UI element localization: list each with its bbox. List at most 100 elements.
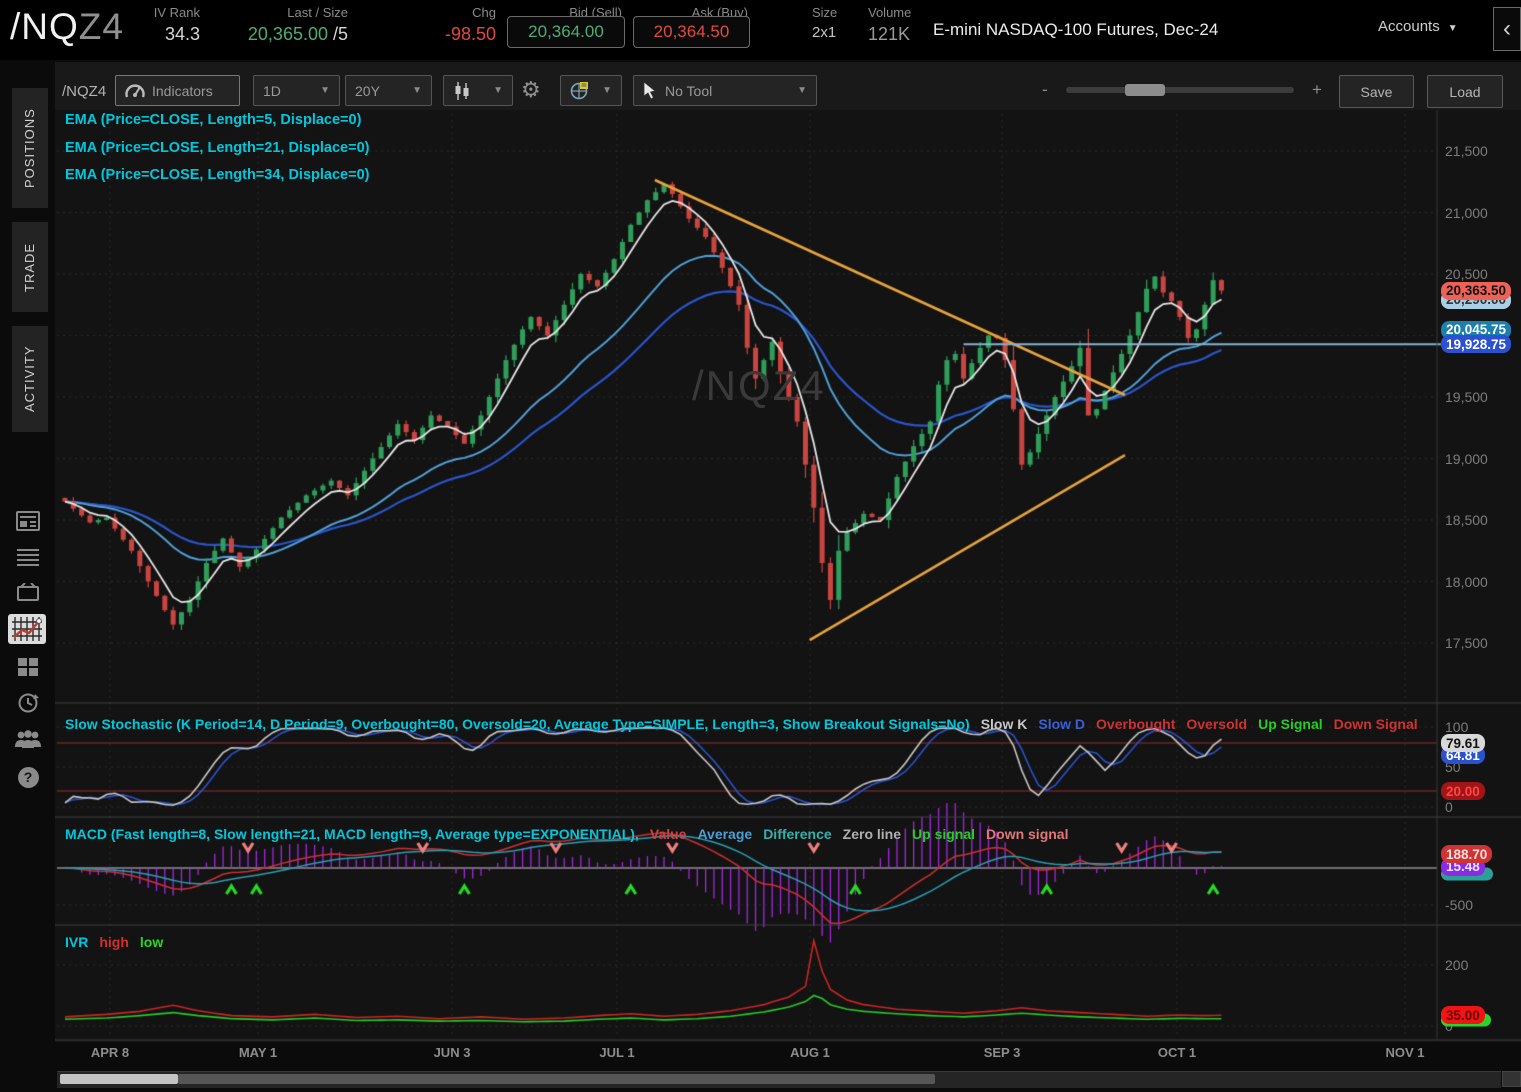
stoch-axis-bubble: 20.00: [1441, 782, 1485, 800]
size-label: Size: [812, 5, 838, 20]
price-tick: 20,500: [1445, 266, 1488, 282]
globe-grid-icon: [570, 82, 588, 100]
stoch-legend-0: Slow K: [980, 716, 1028, 732]
price-axis-bubble: 20,363.50: [1441, 281, 1512, 300]
last-size: /5: [327, 24, 348, 44]
sidebar-tab-trade[interactable]: TRADE: [12, 222, 48, 312]
date-label: SEP 3: [983, 1045, 1021, 1060]
accounts-menu[interactable]: Accounts ▼: [1378, 18, 1458, 35]
stoch-legend-3: Oversold: [1186, 716, 1248, 732]
toolbar-symbol: /NQZ4: [62, 83, 107, 100]
sidebar-history-button[interactable]: [14, 690, 42, 716]
monitor-icon: [17, 583, 39, 601]
iv-rank-label: IV Rank: [153, 5, 200, 20]
ivr-axis-bubble: 35.00: [1441, 1006, 1485, 1025]
ivr-tick: 200: [1445, 957, 1469, 973]
stoch-legend-4: Up Signal: [1258, 716, 1323, 732]
macd-legend-2: Difference: [763, 826, 832, 842]
ema-label-0: EMA (Price=CLOSE, Length=5, Displace=0): [65, 112, 362, 128]
sidebar-help-button[interactable]: ?: [14, 764, 42, 790]
volume-value: 121K: [868, 24, 911, 44]
save-button[interactable]: Save: [1339, 75, 1414, 108]
range-dropdown[interactable]: 20Y ▼: [345, 75, 432, 106]
ivr-study-label: IVR: [65, 934, 89, 950]
drawing-tool-dropdown[interactable]: No Tool ▼: [633, 75, 817, 106]
chevron-down-icon: ▼: [602, 85, 612, 96]
volume-label: Volume: [868, 5, 912, 20]
sidebar-watchlist-button[interactable]: [14, 544, 42, 570]
macd-legend-0: Value: [649, 826, 687, 842]
candlestick-icon: [455, 81, 469, 100]
last-size-label: Last / Size: [287, 5, 348, 20]
chart-type-dropdown[interactable]: ▼: [443, 75, 513, 106]
history-icon: [18, 693, 39, 713]
stoch-axis-bubble: 79.61: [1441, 734, 1485, 753]
chg-value: -98.50: [444, 24, 496, 44]
chevron-down-icon: ▼: [797, 85, 807, 96]
stoch-tick: 100: [1445, 719, 1469, 735]
sidebar-tab-positions[interactable]: POSITIONS: [12, 88, 48, 208]
load-button[interactable]: Load: [1427, 75, 1503, 108]
chart-watermark: /NQZ4: [692, 362, 826, 409]
indicators-label: Indicators: [152, 82, 213, 99]
time-scrollbar-thumb[interactable]: [60, 1074, 178, 1084]
timeframe-value: 1D: [263, 82, 281, 99]
indicators-button[interactable]: Indicators: [115, 75, 240, 106]
stoch-legend-1: Slow D: [1038, 716, 1086, 732]
symbol-month: Z4: [78, 6, 124, 47]
chevron-down-icon: ▼: [412, 85, 422, 96]
macd-study-label: MACD (Fast length=8, Slow length=21, MAC…: [65, 826, 639, 842]
symbol-root: /NQ: [10, 6, 79, 47]
grid-icon: [18, 658, 38, 676]
gauge-icon: [125, 84, 145, 98]
range-value: 20Y: [355, 82, 380, 99]
zoom-in-button[interactable]: +: [1312, 80, 1322, 99]
zoom-slider-track[interactable]: [1066, 87, 1294, 93]
date-label: JUN 3: [433, 1045, 471, 1060]
zoom-slider-handle[interactable]: [1125, 84, 1165, 96]
date-label: OCT 1: [1157, 1045, 1197, 1060]
size-value: 2x1: [812, 24, 837, 41]
left-sidebar: POSITIONS TRADE ACTIVITY ?: [0, 60, 55, 1092]
sidebar-dashboard-button[interactable]: [14, 654, 42, 680]
time-scrollbar-loaded-range[interactable]: [178, 1074, 935, 1084]
date-label: APR 8: [90, 1045, 130, 1060]
chevron-down-icon: ▼: [320, 85, 330, 96]
tool-value: No Tool: [665, 82, 713, 99]
people-icon: [15, 730, 41, 748]
macd-tick: -500: [1445, 897, 1474, 913]
collapse-panel-button[interactable]: ‹: [1493, 7, 1521, 51]
scrollbar-corner: [1502, 1071, 1521, 1087]
sidebar-charts-button[interactable]: [8, 614, 46, 644]
price-tick: 21,000: [1445, 204, 1488, 221]
macd-legend-1: Average: [697, 826, 753, 842]
ema-label-2: EMA (Price=CLOSE, Length=34, Displace=0): [65, 167, 370, 183]
price-tick: 18,500: [1445, 512, 1488, 528]
chart-settings-gear-icon[interactable]: ⚙: [521, 77, 541, 102]
ivr-legend-1: low: [139, 934, 164, 950]
ivr-study-header: IVR high low: [65, 934, 1435, 950]
contract-title: E-mini NASDAQ-100 Futures, Dec-24: [933, 20, 1219, 39]
sidebar-tab-activity[interactable]: ACTIVITY: [12, 326, 48, 432]
sidebar-media-button[interactable]: [14, 580, 42, 606]
last-value: 20,365.00: [247, 24, 328, 44]
list-icon: [17, 549, 39, 566]
macd-legend-5: Down signal: [986, 826, 1069, 842]
chart-icon: [12, 617, 42, 641]
bid-button[interactable]: 20,364.00: [507, 16, 625, 48]
chart-canvas[interactable]: [55, 110, 1521, 1042]
chevron-down-icon: ▼: [493, 85, 503, 96]
price-tick: 21,500: [1445, 143, 1488, 159]
sidebar-social-button[interactable]: [14, 726, 42, 752]
sidebar-news-button[interactable]: [14, 508, 42, 534]
date-label: MAY 1: [238, 1045, 278, 1060]
quote-header: /NQZ4 IV Rank 34.3 Last / Size 20,365.00…: [0, 0, 1521, 60]
zoom-out-button[interactable]: -: [1042, 80, 1048, 99]
ivr-legend-0: high: [99, 934, 129, 950]
stoch-study-label: Slow Stochastic (K Period=14, D Period=9…: [65, 716, 970, 732]
chart-style-dropdown[interactable]: ▼: [560, 75, 622, 106]
news-icon: [16, 511, 40, 531]
timeframe-dropdown[interactable]: 1D ▼: [253, 75, 340, 106]
ask-button[interactable]: 20,364.50: [633, 16, 750, 48]
